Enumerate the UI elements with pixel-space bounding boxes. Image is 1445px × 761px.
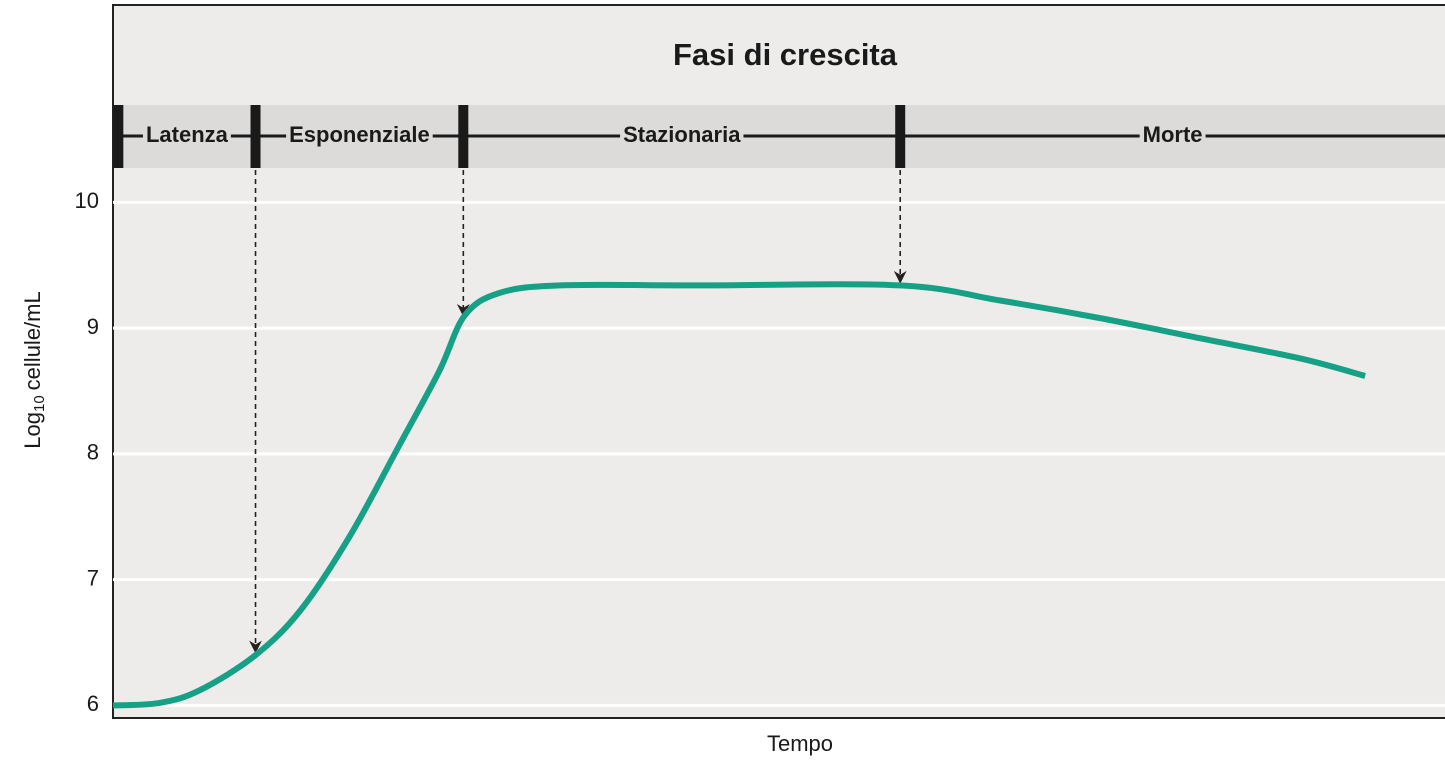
y-axis-label: Log10 cellule/mL (20, 291, 48, 448)
y-tick-label: 6 (87, 691, 99, 716)
phase-divider (895, 105, 906, 168)
growth-curve (112, 281, 1366, 709)
phase-divider (113, 105, 124, 168)
y-label-rest: cellule/mL (20, 291, 45, 390)
phase-label-bg (286, 120, 433, 152)
y-tick-label: 10 (75, 188, 99, 213)
x-axis-label: Tempo (767, 731, 833, 756)
plot-frame (112, 4, 1445, 719)
y-tick-label: 9 (87, 314, 99, 339)
y-label-base: Log (20, 412, 45, 449)
phase-divider (250, 105, 261, 168)
phase-label: Stazionaria (623, 122, 741, 147)
phase-label-bg (1139, 120, 1206, 152)
phase-label: Latenza (146, 122, 229, 147)
phase-label: Esponenziale (289, 122, 430, 147)
y-label-subscript: 10 (31, 395, 48, 412)
phase-label-bg (142, 120, 231, 152)
chart-title: Fasi di crescita (673, 37, 898, 72)
phase-label: Morte (1143, 122, 1203, 147)
y-tick-label: 8 (87, 440, 99, 465)
phase-divider (458, 105, 469, 168)
y-tick-label: 7 (87, 565, 99, 590)
phase-label-bg (620, 120, 744, 152)
